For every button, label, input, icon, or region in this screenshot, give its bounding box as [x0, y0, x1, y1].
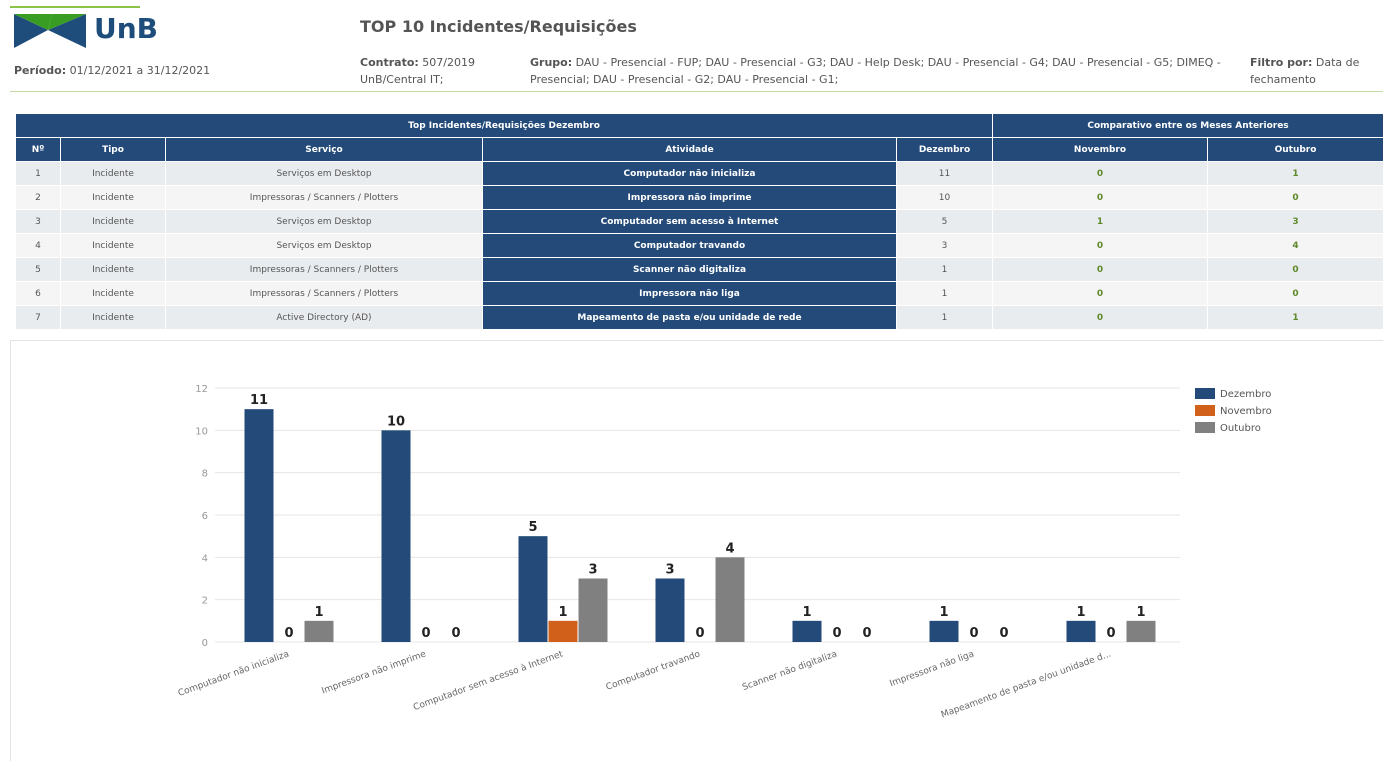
- y-tick-label: 0: [202, 638, 208, 649]
- x-tick-label: Scanner não digitaliza: [741, 649, 838, 693]
- value-label: 0: [1106, 626, 1115, 641]
- y-tick-label: 10: [195, 426, 208, 437]
- bar: [1127, 621, 1156, 642]
- value-label: 1: [1136, 605, 1145, 620]
- value-label: 0: [832, 626, 841, 641]
- y-tick-label: 12: [195, 384, 208, 395]
- bar: [305, 621, 334, 642]
- bar: [579, 579, 608, 643]
- x-tick-label: Computador não inicializa: [177, 649, 291, 699]
- bar: [656, 579, 685, 643]
- y-tick-label: 4: [202, 553, 208, 564]
- legend-swatch: [1195, 388, 1215, 399]
- x-tick-label: Computador travando: [605, 649, 702, 693]
- bar: [382, 430, 411, 642]
- value-label: 0: [862, 626, 871, 641]
- bar: [793, 621, 822, 642]
- bar: [1067, 621, 1096, 642]
- value-label: 3: [665, 563, 674, 578]
- x-tick-label: Computador sem acesso à Internet: [412, 649, 565, 713]
- value-label: 1: [1076, 605, 1085, 620]
- value-label: 5: [528, 520, 537, 535]
- value-label: 0: [451, 626, 460, 641]
- legend-swatch: [1195, 405, 1215, 416]
- value-label: 0: [999, 626, 1008, 641]
- value-label: 1: [939, 605, 948, 620]
- bar: [245, 409, 274, 642]
- bar: [716, 557, 745, 642]
- value-label: 0: [695, 626, 704, 641]
- x-tick-label: Impressora não liga: [889, 649, 976, 689]
- y-tick-label: 2: [202, 596, 208, 607]
- y-tick-label: 6: [202, 511, 208, 522]
- value-label: 0: [969, 626, 978, 641]
- value-label: 0: [284, 626, 293, 641]
- y-tick-label: 8: [202, 469, 208, 480]
- bar: [930, 621, 959, 642]
- value-label: 1: [314, 605, 323, 620]
- legend-label: Outubro: [1220, 423, 1261, 434]
- value-label: 4: [725, 541, 734, 556]
- value-label: 1: [802, 605, 811, 620]
- x-tick-label: Impressora não imprime: [321, 649, 428, 696]
- value-label: 10: [387, 414, 405, 429]
- bar: [549, 621, 578, 642]
- value-label: 3: [588, 563, 597, 578]
- value-label: 0: [421, 626, 430, 641]
- bar: [519, 536, 548, 642]
- legend-swatch: [1195, 422, 1215, 433]
- legend-label: Novembro: [1220, 406, 1272, 417]
- legend-label: Dezembro: [1220, 389, 1271, 400]
- value-label: 1: [558, 605, 567, 620]
- value-label: 11: [250, 393, 268, 408]
